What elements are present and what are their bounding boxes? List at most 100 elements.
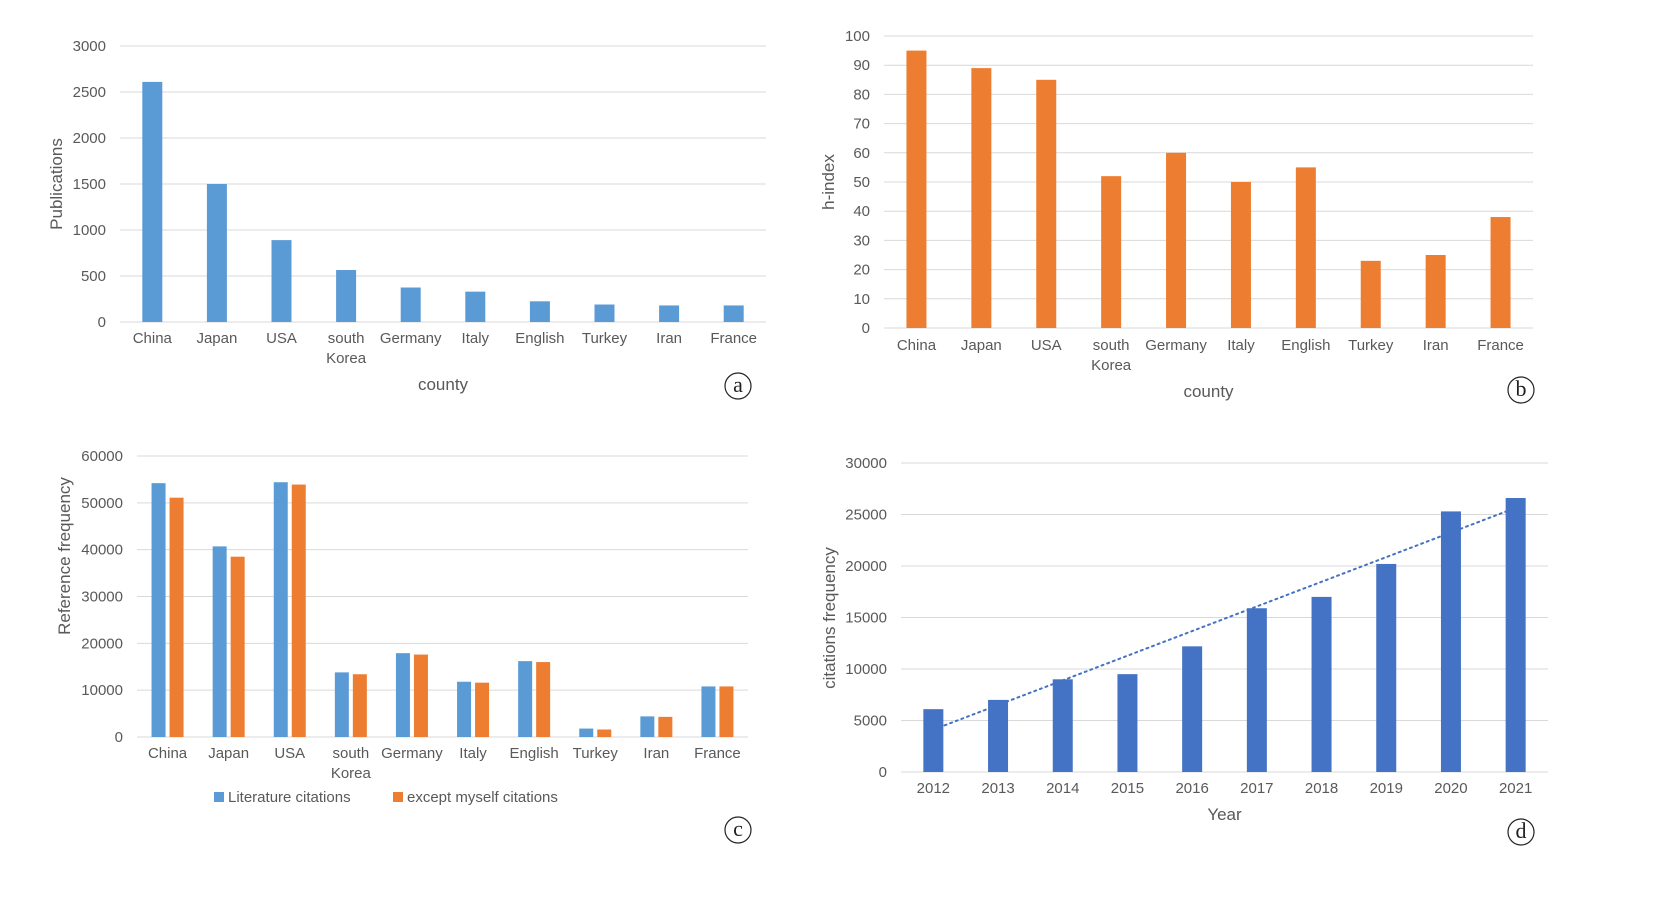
x-tick-label: Germany xyxy=(1145,337,1207,354)
bar-except xyxy=(597,729,612,737)
y-tick-label: 25000 xyxy=(845,507,887,524)
bar-value xyxy=(1246,608,1267,772)
bar-value xyxy=(529,301,550,322)
bar-value xyxy=(923,709,944,772)
x-tick-label: English xyxy=(1281,337,1330,354)
bar-value xyxy=(594,304,615,322)
y-tick-label: 0 xyxy=(862,320,870,337)
chart-panel-b: 0 10 20 30 40 50 60 70 80 90 100 China Japan USA south… xyxy=(819,28,1535,404)
y-tick-label: 20000 xyxy=(845,558,887,575)
bar-value xyxy=(988,699,1009,772)
bar-value xyxy=(1182,646,1203,772)
x-tick-label: Iran xyxy=(643,745,669,762)
panel-letter: d xyxy=(1516,818,1527,843)
x-tick-label: China xyxy=(133,330,173,347)
x-tick-label: Japan xyxy=(961,337,1002,354)
x-tick-label: Italy xyxy=(459,745,487,762)
y-tick-label: 100 xyxy=(845,28,870,45)
chart-panel-d: 0 5000 10000 15000 20000 25000 30000 2012 2013 20… xyxy=(820,455,1548,846)
y-tick-label: 50000 xyxy=(81,495,123,512)
y-tick-label: 15000 xyxy=(845,610,887,627)
y-tick-label: 60 xyxy=(853,145,870,162)
y-tick-label: 80 xyxy=(853,86,870,103)
y-tick-label: 0 xyxy=(879,764,887,781)
bar-value xyxy=(1117,674,1138,772)
bar-value xyxy=(1360,260,1381,328)
y-tick-label: 30000 xyxy=(845,455,887,472)
y-tick-label: 0 xyxy=(98,314,106,331)
bar-value xyxy=(1052,679,1073,772)
y-tick-label: 10000 xyxy=(845,661,887,678)
y-tick-label: 10 xyxy=(853,291,870,308)
bar-except xyxy=(719,686,734,737)
bar-literature xyxy=(151,483,166,737)
chart-panel-c: 0 10000 20000 30000 40000 50000 60000 China Japa… xyxy=(55,448,752,844)
y-tick-label: 40000 xyxy=(81,542,123,559)
bar-except xyxy=(169,497,184,737)
x-tick-label: south Korea xyxy=(1091,337,1132,374)
x-tick-label: USA xyxy=(274,745,305,762)
x-tick-label: France xyxy=(694,745,741,762)
y-tick-label: 10000 xyxy=(81,682,123,699)
legend-label: except myself citations xyxy=(407,789,558,806)
bar-value xyxy=(1166,152,1187,328)
legend-swatch xyxy=(393,792,403,802)
bar-except xyxy=(352,674,367,737)
y-axis-title: Reference frequency xyxy=(55,477,74,635)
bar-value xyxy=(400,287,421,322)
bar-literature xyxy=(273,482,288,737)
bar-value xyxy=(271,240,292,322)
y-axis-title: h-index xyxy=(819,154,838,210)
x-tick-label: France xyxy=(1477,337,1524,354)
y-tick-label: 2000 xyxy=(73,130,106,147)
bar-value xyxy=(971,68,992,329)
panel-letter-circle xyxy=(1507,376,1535,404)
legend-label: Literature citations xyxy=(228,789,351,806)
bar-except xyxy=(658,716,673,737)
x-tick-label: Japan xyxy=(196,330,237,347)
bar-value xyxy=(1101,176,1122,328)
x-tick-label: 2014 xyxy=(1046,780,1079,797)
x-tick-label: 2013 xyxy=(981,780,1014,797)
bar-value xyxy=(906,50,927,328)
y-axis-title: Publications xyxy=(47,138,66,230)
x-tick-label: 2019 xyxy=(1370,780,1403,797)
bar-value xyxy=(1505,498,1526,772)
x-tick-label: Iran xyxy=(656,330,682,347)
bar-value xyxy=(1440,511,1461,772)
bar-value xyxy=(465,291,486,322)
x-tick-label: China xyxy=(897,337,937,354)
bar-literature xyxy=(457,681,472,737)
x-tick-label: France xyxy=(710,330,757,347)
bar-value xyxy=(1376,563,1397,772)
y-tick-label: 0 xyxy=(115,729,123,746)
bar-value xyxy=(659,305,680,322)
y-tick-label: 60000 xyxy=(81,448,123,465)
y-tick-label: 50 xyxy=(853,174,870,191)
x-tick-label: Turkey xyxy=(573,745,619,762)
bar-value xyxy=(1425,255,1446,328)
y-tick-label: 500 xyxy=(81,268,106,285)
legend-swatch xyxy=(214,792,224,802)
y-tick-label: 30 xyxy=(853,232,870,249)
x-tick-label: Iran xyxy=(1423,337,1449,354)
panel-letter-circle xyxy=(724,816,752,844)
y-tick-label: 40 xyxy=(853,203,870,220)
x-tick-label: south Korea xyxy=(326,330,367,367)
y-tick-label: 3000 xyxy=(73,38,106,55)
y-tick-label: 70 xyxy=(853,116,870,133)
x-tick-label: 2017 xyxy=(1240,780,1273,797)
x-tick-label: 2020 xyxy=(1434,780,1467,797)
bar-value xyxy=(1490,217,1511,328)
x-axis-title: county xyxy=(418,375,469,394)
y-tick-label: 1500 xyxy=(73,176,106,193)
bar-value xyxy=(336,270,357,322)
x-tick-label: USA xyxy=(266,330,297,347)
bar-except xyxy=(475,682,490,737)
panel-letter-circle xyxy=(724,372,752,400)
bar-except xyxy=(291,484,306,737)
bar-value xyxy=(1036,79,1057,328)
x-tick-label: English xyxy=(510,745,559,762)
x-tick-label: south Korea xyxy=(331,745,372,782)
